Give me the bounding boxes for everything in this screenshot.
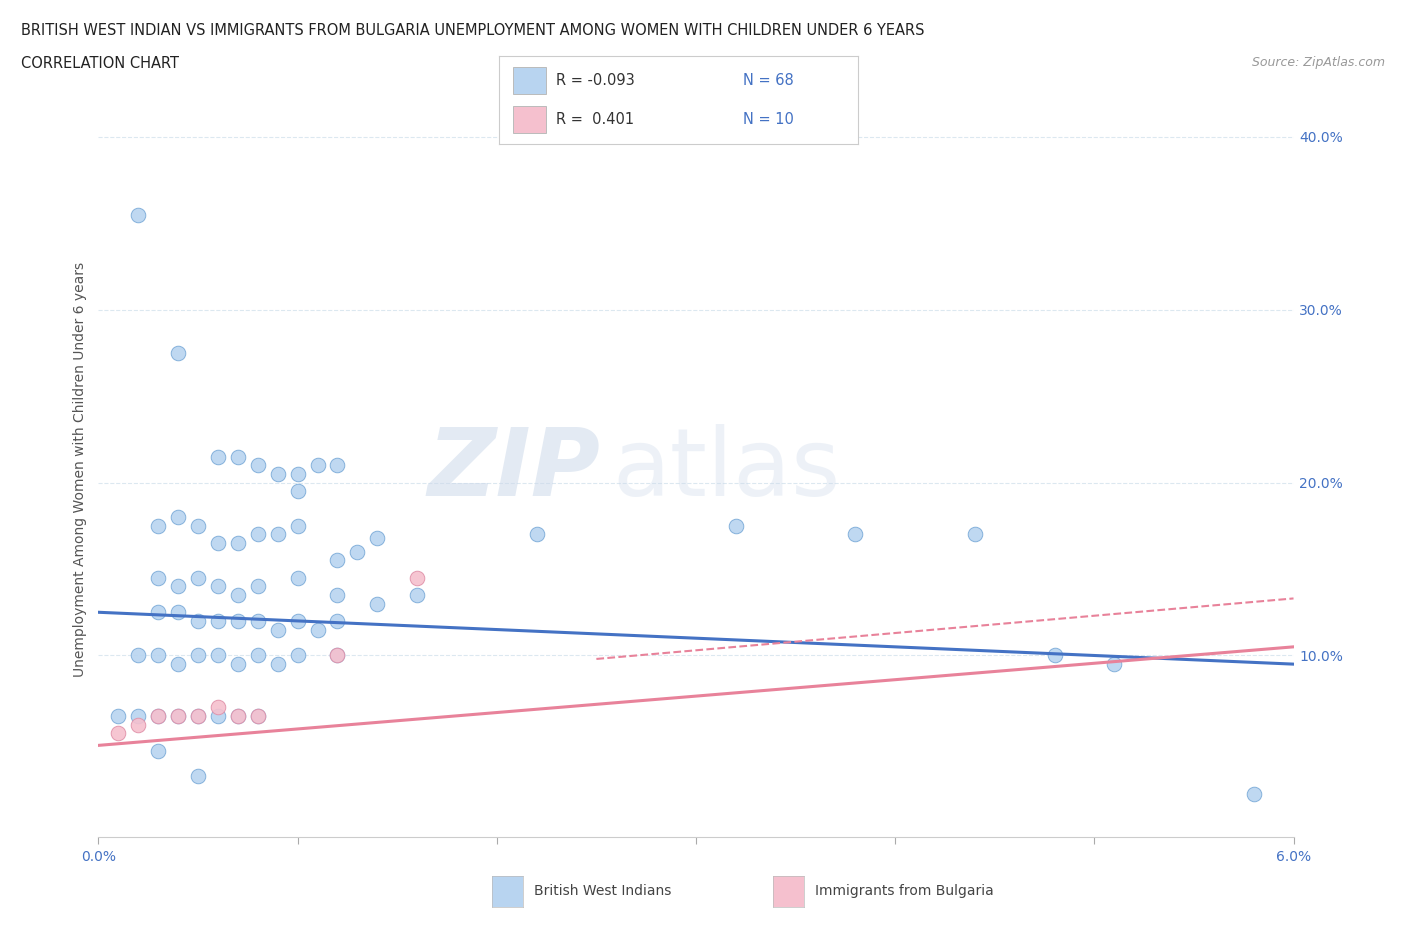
Point xyxy=(844,527,866,542)
Text: atlas: atlas xyxy=(612,424,841,515)
Point xyxy=(287,467,309,482)
Point xyxy=(246,527,269,542)
Text: CORRELATION CHART: CORRELATION CHART xyxy=(21,56,179,71)
Point xyxy=(187,614,209,629)
Point xyxy=(246,614,269,629)
Point xyxy=(1102,657,1125,671)
FancyBboxPatch shape xyxy=(513,67,546,94)
Point xyxy=(207,648,229,663)
Point xyxy=(267,527,290,542)
Point xyxy=(148,648,170,663)
Point xyxy=(287,614,309,629)
Point xyxy=(246,709,269,724)
Text: N = 68: N = 68 xyxy=(742,73,793,88)
Point xyxy=(226,449,249,464)
Text: R =  0.401: R = 0.401 xyxy=(557,112,634,126)
Point xyxy=(148,604,170,619)
Point xyxy=(226,709,249,724)
Point xyxy=(267,657,290,671)
Point xyxy=(207,449,229,464)
Point xyxy=(346,544,368,559)
Point xyxy=(187,648,209,663)
Text: Immigrants from Bulgaria: Immigrants from Bulgaria xyxy=(815,884,994,898)
Point xyxy=(226,536,249,551)
Point xyxy=(148,743,170,758)
Point xyxy=(366,530,388,545)
Point xyxy=(148,709,170,724)
Point xyxy=(207,614,229,629)
Point xyxy=(287,484,309,498)
Point xyxy=(127,207,149,222)
Point xyxy=(307,458,329,472)
Text: ZIP: ZIP xyxy=(427,424,600,515)
Text: Source: ZipAtlas.com: Source: ZipAtlas.com xyxy=(1251,56,1385,69)
Point xyxy=(207,578,229,593)
Point xyxy=(148,570,170,585)
Point xyxy=(246,578,269,593)
Text: British West Indians: British West Indians xyxy=(534,884,672,898)
Point xyxy=(1043,648,1066,663)
Point xyxy=(406,570,429,585)
Text: N = 10: N = 10 xyxy=(742,112,794,126)
Point xyxy=(267,467,290,482)
Point xyxy=(167,604,190,619)
Point xyxy=(326,588,349,603)
Point xyxy=(167,709,190,724)
Point xyxy=(148,518,170,533)
Text: R = -0.093: R = -0.093 xyxy=(557,73,636,88)
Point xyxy=(187,709,209,724)
Point xyxy=(127,717,149,732)
Point xyxy=(246,648,269,663)
Point xyxy=(226,588,249,603)
Point xyxy=(307,622,329,637)
Point xyxy=(326,648,349,663)
Point xyxy=(187,769,209,784)
Point xyxy=(226,614,249,629)
Point xyxy=(267,622,290,637)
Point xyxy=(167,657,190,671)
Point xyxy=(1243,787,1265,802)
Point xyxy=(207,700,229,715)
Point xyxy=(187,709,209,724)
Point xyxy=(107,709,129,724)
Point xyxy=(167,709,190,724)
Point xyxy=(167,510,190,525)
Point xyxy=(167,346,190,361)
Point xyxy=(187,518,209,533)
Point xyxy=(167,578,190,593)
Point xyxy=(127,648,149,663)
Point xyxy=(724,518,747,533)
Point xyxy=(963,527,986,542)
Point xyxy=(366,596,388,611)
Point xyxy=(326,458,349,472)
Point xyxy=(287,518,309,533)
Point xyxy=(226,657,249,671)
Point xyxy=(406,588,429,603)
FancyBboxPatch shape xyxy=(513,106,546,133)
Point xyxy=(127,709,149,724)
Point xyxy=(287,648,309,663)
Point xyxy=(226,709,249,724)
Point xyxy=(326,648,349,663)
Point xyxy=(207,709,229,724)
Point xyxy=(148,709,170,724)
Point xyxy=(187,570,209,585)
Y-axis label: Unemployment Among Women with Children Under 6 years: Unemployment Among Women with Children U… xyxy=(73,262,87,677)
Text: BRITISH WEST INDIAN VS IMMIGRANTS FROM BULGARIA UNEMPLOYMENT AMONG WOMEN WITH CH: BRITISH WEST INDIAN VS IMMIGRANTS FROM B… xyxy=(21,23,925,38)
Point xyxy=(246,458,269,472)
Point xyxy=(326,614,349,629)
Point xyxy=(526,527,548,542)
Point xyxy=(246,709,269,724)
Point xyxy=(287,570,309,585)
Point xyxy=(326,553,349,568)
Point xyxy=(107,725,129,740)
Point xyxy=(207,536,229,551)
